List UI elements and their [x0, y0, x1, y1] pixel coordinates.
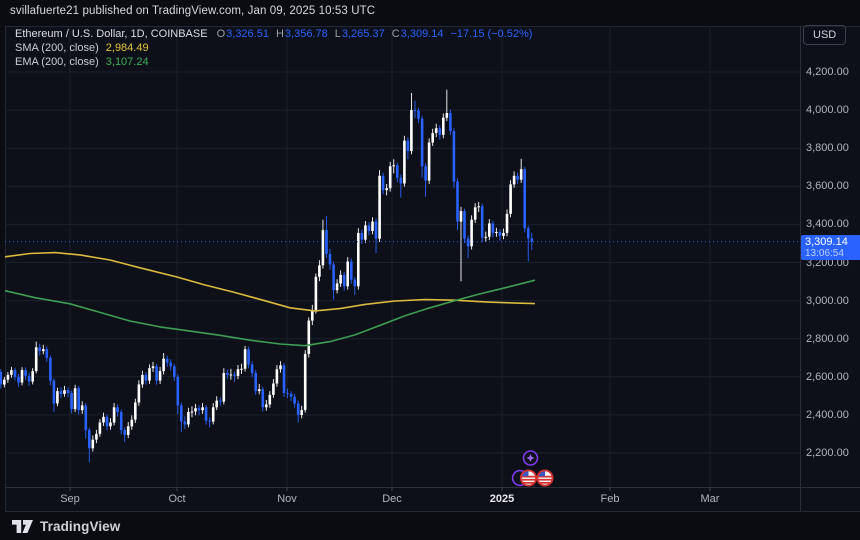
- sma-value: 2,984.49: [105, 42, 149, 54]
- ohlc-letter: C: [391, 28, 400, 40]
- price-tick-label: 2,200.00: [806, 447, 849, 459]
- tradingview-brand-text[interactable]: TradingView: [40, 518, 121, 534]
- time-tick-label: Dec: [382, 493, 402, 505]
- ohlc-letter: O: [216, 28, 226, 40]
- ohlc-letter: L: [334, 28, 341, 40]
- time-tick-label: 2025: [489, 493, 515, 505]
- last-price-value: 3,309.14: [805, 236, 848, 248]
- price-tick-label: 3,200.00: [806, 257, 849, 269]
- symbol-title: Ethereum / U.S. Dollar, 1D, COINBASE: [15, 28, 208, 40]
- price-tick-label: 3,800.00: [806, 142, 849, 154]
- time-tick-label: Sep: [60, 493, 80, 505]
- ohlc-value: 3,356.78: [284, 28, 328, 40]
- sma-label: SMA (200, close): [15, 42, 99, 54]
- price-tick-label: 3,400.00: [806, 218, 849, 230]
- ohlc-letter: H: [275, 28, 284, 40]
- ohlc-value: 3,309.14: [400, 28, 444, 40]
- last-price-label: 3,309.14 13:06:54: [801, 235, 860, 260]
- time-tick-label: Mar: [700, 493, 720, 505]
- price-tick-label: 2,600.00: [806, 371, 849, 383]
- symbol-legend-row: Ethereum / U.S. Dollar, 1D, COINBASE O3,3…: [15, 27, 532, 41]
- publish-info-text: svillafuerte21 published on TradingView.…: [10, 5, 376, 17]
- chart-pane[interactable]: [5, 26, 860, 512]
- ema-legend-row: EMA (200, close) 3,107.24: [15, 55, 532, 69]
- sma-legend-row: SMA (200, close) 2,984.49: [15, 41, 532, 55]
- price-tick-label: 4,000.00: [806, 104, 849, 116]
- time-axis-separator: [5, 487, 860, 488]
- chart-legend: Ethereum / U.S. Dollar, 1D, COINBASE O3,3…: [15, 27, 532, 69]
- change-value: −17.15 (−0.52%): [450, 28, 533, 40]
- price-tick-label: 2,400.00: [806, 409, 849, 421]
- price-tick-label: 3,000.00: [806, 295, 849, 307]
- footer-bar: TradingView: [12, 516, 120, 536]
- ema-label: EMA (200, close): [15, 56, 99, 68]
- time-tick-label: Oct: [168, 493, 186, 505]
- time-tick-label: Feb: [600, 493, 620, 505]
- price-tick-label: 3,600.00: [806, 180, 849, 192]
- price-tick-label: 2,800.00: [806, 333, 849, 345]
- price-axis-separator: [800, 26, 801, 512]
- tradingview-logo-icon[interactable]: [12, 519, 33, 534]
- time-tick-label: Nov: [277, 493, 297, 505]
- ohlc-value: 3,265.37: [341, 28, 385, 40]
- ohlc-value: 3,326.51: [226, 28, 269, 40]
- ema-value: 3,107.24: [105, 56, 149, 68]
- price-tick-label: 4,200.00: [806, 66, 849, 78]
- ohlc-values: O3,326.51 H3,356.78 L3,265.37 C3,309.14: [208, 28, 444, 40]
- bar-countdown: 13:06:54: [805, 248, 844, 259]
- publish-info-bar: svillafuerte21 published on TradingView.…: [0, 0, 860, 24]
- currency-toggle-button[interactable]: USD: [803, 25, 847, 45]
